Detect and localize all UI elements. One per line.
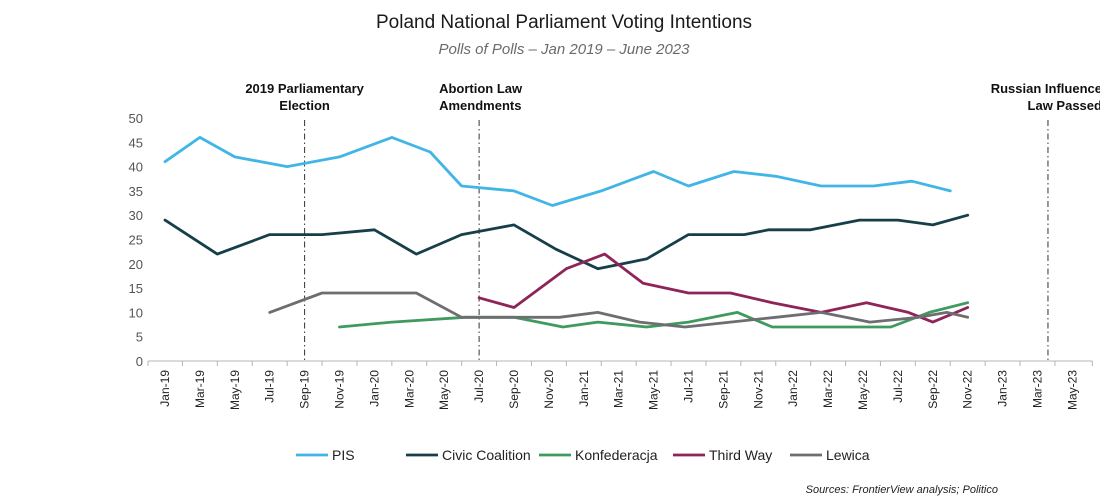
series-line-civic-coalition — [163, 213, 970, 271]
x-tick-label: Mar-22 — [821, 370, 835, 408]
x-tick-label: Mar-19 — [193, 370, 207, 408]
x-tick-label: Jan-23 — [996, 370, 1010, 407]
x-tick-label: Sep-22 — [926, 370, 940, 409]
y-tick-label: 35 — [129, 184, 143, 199]
annotation-label: Amendments — [439, 98, 521, 113]
x-tick-label: Nov-21 — [751, 370, 765, 409]
annotation-label: Russian Influence — [991, 81, 1100, 96]
legend-label-third-way: Third Way — [709, 447, 772, 463]
x-tick-label: Sep-19 — [298, 370, 312, 409]
chart-title: Poland National Parliament Voting Intent… — [376, 12, 752, 33]
series-line-pis — [163, 135, 952, 207]
x-tick-label: May-19 — [228, 370, 242, 410]
y-tick-label: 25 — [129, 233, 143, 248]
source-note: Sources: FrontierView analysis; Politico — [806, 484, 998, 496]
x-axis: Jan-19 Mar-19 May-19 Jul-19 Sep-19 Nov-19 Jan-… — [147, 360, 1093, 410]
annotation-label: Law Passed — [1028, 98, 1100, 113]
legend-label-civic-coalition: Civic Coalition — [442, 447, 531, 463]
y-axis: 0 5 10 15 20 25 30 35 40 45 50 — [129, 111, 143, 369]
x-tick-label: Nov-22 — [961, 370, 975, 409]
x-tick-label: Jul-22 — [891, 370, 905, 403]
x-tick-label: Sep-21 — [716, 370, 730, 409]
y-tick-label: 15 — [129, 281, 143, 296]
annotation-label: Abortion Law — [439, 81, 523, 96]
x-tick-label: May-22 — [856, 370, 870, 410]
y-tick-label: 30 — [129, 208, 143, 223]
y-tick-label: 45 — [129, 135, 143, 150]
x-tick-label: Jul-20 — [472, 370, 486, 403]
series-line-third-way — [477, 252, 970, 324]
y-tick-label: 10 — [129, 305, 143, 320]
y-tick-label: 50 — [129, 111, 143, 126]
y-tick-label: 5 — [136, 330, 143, 345]
legend-label-pis: PIS — [332, 447, 355, 463]
x-tick-label: Mar-20 — [402, 370, 416, 408]
y-tick-label: 20 — [129, 257, 143, 272]
x-tick-label: May-23 — [1065, 370, 1079, 410]
x-tick-label: Jul-19 — [263, 370, 277, 403]
x-tick-label: Nov-20 — [542, 370, 556, 409]
x-tick-label: Jan-20 — [367, 370, 381, 407]
series-layer — [163, 135, 970, 329]
x-tick-label: Nov-19 — [333, 370, 347, 409]
legend-label-konfederacja: Konfederacja — [575, 447, 658, 463]
y-tick-label: 0 — [136, 354, 143, 369]
chart-subtitle: Polls of Polls – Jan 2019 – June 2023 — [438, 41, 690, 58]
annotation-label: Election — [279, 98, 330, 113]
x-tick-label: Jan-19 — [158, 370, 172, 407]
x-tick-label: Jan-22 — [786, 370, 800, 407]
legend: PIS Civic Coalition Konfederacja Third Way L… — [296, 447, 870, 463]
x-tick-label: May-20 — [437, 370, 451, 410]
x-tick-label: Sep-20 — [507, 370, 521, 409]
annotation-layer: 2019 Parliamentary Election Abortion Law Am… — [245, 81, 1100, 361]
x-tick-label: Jul-21 — [682, 370, 696, 403]
x-tick-label: Mar-21 — [612, 370, 626, 408]
legend-label-lewica: Lewica — [826, 447, 870, 463]
x-tick-label: Jan-21 — [577, 370, 591, 407]
annotation-label: 2019 Parliamentary — [245, 81, 364, 96]
x-tick-label: May-21 — [647, 370, 661, 410]
x-tick-label: Mar-23 — [1031, 370, 1045, 408]
y-tick-label: 40 — [129, 160, 143, 175]
series-line-lewica — [268, 291, 970, 329]
